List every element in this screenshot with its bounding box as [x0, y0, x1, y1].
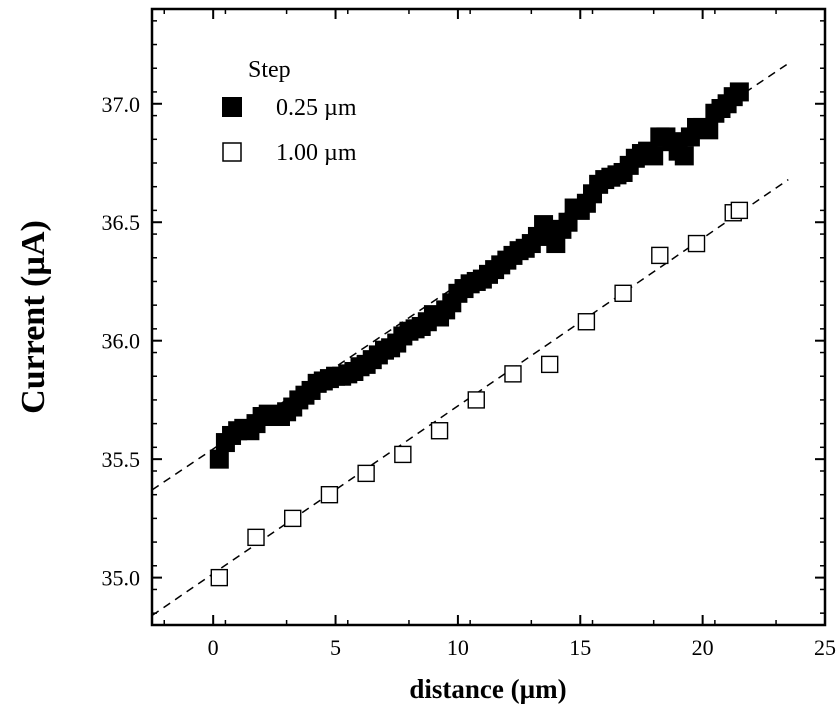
- x-tick-label: 20: [692, 635, 714, 660]
- point-open-12: [614, 284, 632, 303]
- legend-label-series-1: 0.25 µm: [276, 95, 357, 121]
- point-open-3: [284, 509, 302, 528]
- legend-marker-open-square: [222, 142, 242, 162]
- point-open-9: [504, 365, 522, 383]
- x-tick-label: 25: [814, 635, 836, 660]
- point-open-8: [467, 391, 485, 409]
- legend: Step 0.25 µm 1.00 µm: [222, 57, 357, 166]
- point-open-14: [687, 234, 706, 253]
- point-open-16: [730, 201, 749, 220]
- legend-marker-filled-square: [222, 97, 242, 117]
- point-open-1: [210, 568, 229, 587]
- point-open-5: [357, 464, 375, 483]
- point-filled-72: [644, 146, 664, 166]
- legend-title: Step: [248, 57, 291, 83]
- point-filled-1: [209, 449, 229, 469]
- point-open-6: [394, 445, 412, 464]
- point-open-7: [430, 422, 449, 440]
- x-tick-label: 0: [208, 635, 219, 660]
- y-axis-ticks: 35.0 35.5 36.0 36.5 37.0: [102, 20, 825, 614]
- y-tick-label: 37.0: [102, 92, 141, 117]
- x-axis-ticks: 0 5 10 15 20 25: [163, 9, 836, 660]
- point-filled-86: [729, 82, 749, 102]
- x-tick-label: 5: [330, 635, 341, 660]
- y-tick-label: 35.0: [102, 566, 141, 591]
- point-open-4: [320, 485, 339, 504]
- y-axis-title: Current (µA): [15, 220, 52, 414]
- plot-frame: [150, 7, 827, 627]
- x-axis-title: distance (µm): [409, 674, 566, 704]
- y-tick-label: 35.5: [102, 447, 141, 472]
- point-open-10: [540, 355, 559, 374]
- data-points: [209, 82, 749, 587]
- point-filled-77: [674, 146, 694, 166]
- legend-label-series-2: 1.00 µm: [276, 140, 357, 166]
- x-tick-label: 10: [447, 635, 469, 660]
- point-open-13: [651, 246, 669, 265]
- point-open-2: [247, 528, 265, 547]
- point-filled-81: [699, 120, 719, 140]
- y-tick-label: 36.0: [102, 329, 141, 354]
- point-open-11: [577, 313, 596, 331]
- x-tick-label: 15: [569, 635, 591, 660]
- y-tick-label: 36.5: [102, 210, 141, 235]
